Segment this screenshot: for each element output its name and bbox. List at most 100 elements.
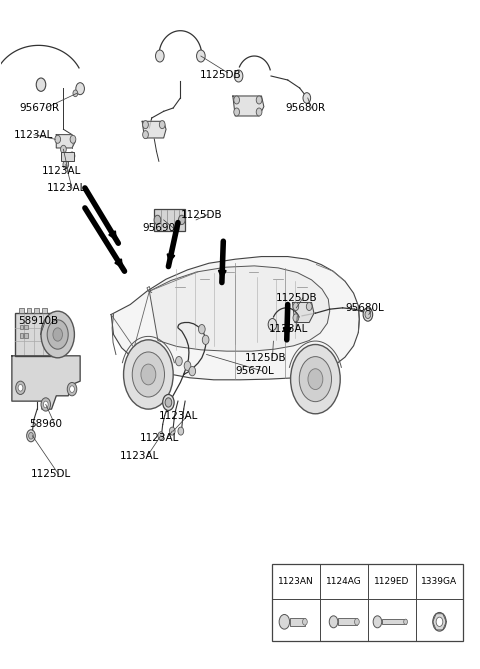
Circle shape xyxy=(69,152,75,160)
Circle shape xyxy=(154,215,161,225)
Bar xyxy=(289,617,305,626)
Bar xyxy=(20,324,23,329)
Bar xyxy=(24,324,28,329)
Circle shape xyxy=(18,385,23,391)
Bar xyxy=(15,312,57,356)
Bar xyxy=(24,333,28,338)
Circle shape xyxy=(179,215,185,225)
Circle shape xyxy=(234,96,240,104)
Circle shape xyxy=(67,383,77,396)
Circle shape xyxy=(299,357,332,401)
Bar xyxy=(20,333,23,338)
Circle shape xyxy=(159,120,165,128)
Circle shape xyxy=(60,145,66,153)
Text: 1123AN: 1123AN xyxy=(278,577,314,586)
Circle shape xyxy=(143,120,148,128)
Text: 1125DB: 1125DB xyxy=(276,293,317,303)
Text: 1123AL: 1123AL xyxy=(269,324,308,334)
Circle shape xyxy=(158,432,164,440)
Circle shape xyxy=(293,314,299,322)
Circle shape xyxy=(189,367,196,376)
Circle shape xyxy=(363,308,372,321)
Polygon shape xyxy=(149,266,330,351)
Circle shape xyxy=(143,130,148,138)
Circle shape xyxy=(176,357,182,366)
Circle shape xyxy=(256,96,262,104)
Circle shape xyxy=(303,93,311,103)
Bar xyxy=(338,618,357,625)
Circle shape xyxy=(141,364,156,385)
Circle shape xyxy=(163,395,174,411)
Circle shape xyxy=(184,361,191,371)
Circle shape xyxy=(53,328,62,341)
Text: 1123AL: 1123AL xyxy=(42,167,81,176)
Polygon shape xyxy=(111,256,360,380)
Circle shape xyxy=(355,618,360,625)
Circle shape xyxy=(178,427,184,435)
Text: 1125DB: 1125DB xyxy=(180,209,222,219)
Bar xyxy=(61,152,74,161)
Polygon shape xyxy=(142,121,166,138)
Circle shape xyxy=(234,108,240,116)
Circle shape xyxy=(404,619,408,624)
Circle shape xyxy=(73,90,78,96)
Circle shape xyxy=(41,398,50,411)
Circle shape xyxy=(70,135,76,143)
Text: 1339GA: 1339GA xyxy=(421,577,457,586)
Circle shape xyxy=(373,615,382,628)
Circle shape xyxy=(36,78,46,92)
Circle shape xyxy=(268,318,277,330)
Circle shape xyxy=(132,352,165,397)
Polygon shape xyxy=(233,96,264,116)
Text: 1123AL: 1123AL xyxy=(159,411,198,421)
Circle shape xyxy=(27,429,35,442)
Circle shape xyxy=(234,70,243,82)
Text: 1123AL: 1123AL xyxy=(13,130,53,140)
Circle shape xyxy=(365,310,371,318)
Circle shape xyxy=(433,613,446,631)
Circle shape xyxy=(293,302,299,310)
Circle shape xyxy=(306,302,312,310)
Circle shape xyxy=(76,83,84,94)
Text: 58910B: 58910B xyxy=(18,316,58,326)
Polygon shape xyxy=(56,134,75,148)
Circle shape xyxy=(165,398,172,407)
Circle shape xyxy=(329,615,338,628)
Circle shape xyxy=(302,618,307,625)
Circle shape xyxy=(169,427,175,435)
Text: 95680L: 95680L xyxy=(345,303,384,313)
Circle shape xyxy=(290,345,340,414)
Text: 1124AG: 1124AG xyxy=(326,577,362,586)
Circle shape xyxy=(436,617,443,626)
Circle shape xyxy=(43,401,48,408)
Bar xyxy=(42,308,47,313)
Circle shape xyxy=(63,161,69,169)
Circle shape xyxy=(197,50,205,62)
Circle shape xyxy=(199,324,205,334)
Polygon shape xyxy=(292,302,314,322)
Circle shape xyxy=(308,369,323,389)
Text: 1125DB: 1125DB xyxy=(245,353,287,363)
Bar xyxy=(382,619,406,624)
Polygon shape xyxy=(12,356,80,409)
Circle shape xyxy=(279,615,289,629)
Circle shape xyxy=(41,311,74,358)
Circle shape xyxy=(202,335,209,345)
Circle shape xyxy=(70,386,74,393)
Text: 95690: 95690 xyxy=(142,223,175,233)
Text: 95670R: 95670R xyxy=(20,103,60,113)
Circle shape xyxy=(55,135,60,143)
Circle shape xyxy=(123,340,173,409)
Text: 1123AL: 1123AL xyxy=(140,433,179,443)
Bar xyxy=(27,308,32,313)
Text: 1125DB: 1125DB xyxy=(199,70,241,80)
Text: 58960: 58960 xyxy=(29,419,62,429)
Text: 95680R: 95680R xyxy=(285,103,325,113)
Circle shape xyxy=(256,108,262,116)
Bar xyxy=(34,308,39,313)
Text: 1125DL: 1125DL xyxy=(31,470,71,480)
Text: 1123AL: 1123AL xyxy=(120,451,159,461)
Text: 1129ED: 1129ED xyxy=(374,577,409,586)
Text: 1123AL: 1123AL xyxy=(47,183,86,193)
Bar xyxy=(154,209,185,231)
